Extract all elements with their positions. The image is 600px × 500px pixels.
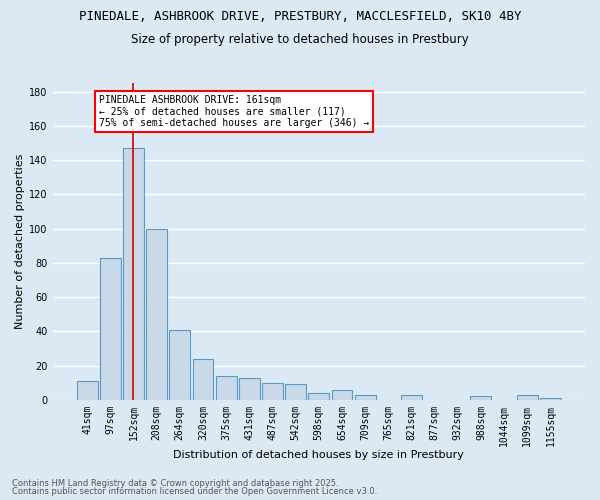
Bar [123, 148, 144, 400]
Bar [332, 390, 352, 400]
Bar [215, 376, 236, 400]
Bar [193, 358, 214, 400]
Text: Contains public sector information licensed under the Open Government Licence v3: Contains public sector information licen… [12, 487, 377, 496]
Bar [308, 393, 329, 400]
Bar [355, 394, 376, 400]
Bar [540, 398, 561, 400]
Bar [262, 382, 283, 400]
Bar [100, 258, 121, 400]
Bar [401, 394, 422, 400]
Text: PINEDALE, ASHBROOK DRIVE, PRESTBURY, MACCLESFIELD, SK10 4BY: PINEDALE, ASHBROOK DRIVE, PRESTBURY, MAC… [79, 10, 521, 23]
Bar [470, 396, 491, 400]
Bar [169, 330, 190, 400]
X-axis label: Distribution of detached houses by size in Prestbury: Distribution of detached houses by size … [173, 450, 464, 460]
Bar [77, 381, 98, 400]
Text: Size of property relative to detached houses in Prestbury: Size of property relative to detached ho… [131, 32, 469, 46]
Y-axis label: Number of detached properties: Number of detached properties [15, 154, 25, 329]
Text: Contains HM Land Registry data © Crown copyright and database right 2025.: Contains HM Land Registry data © Crown c… [12, 478, 338, 488]
Bar [285, 384, 306, 400]
Bar [517, 394, 538, 400]
Text: PINEDALE ASHBROOK DRIVE: 161sqm
← 25% of detached houses are smaller (117)
75% o: PINEDALE ASHBROOK DRIVE: 161sqm ← 25% of… [99, 95, 369, 128]
Bar [239, 378, 260, 400]
Bar [146, 228, 167, 400]
